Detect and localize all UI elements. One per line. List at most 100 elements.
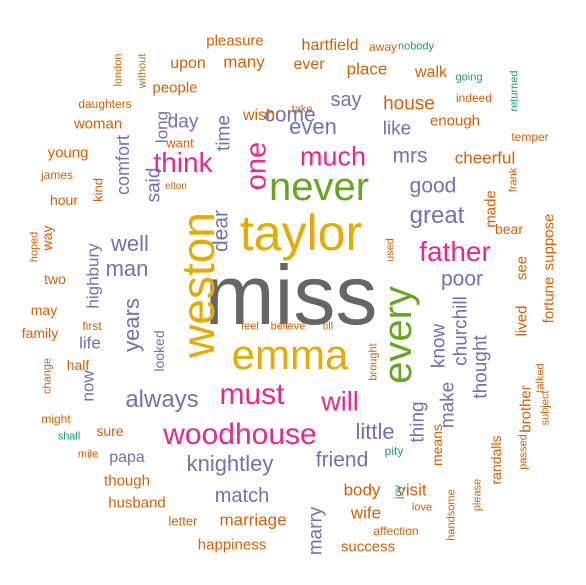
cloud-word: believe bbox=[270, 320, 306, 333]
cloud-word: elton bbox=[165, 181, 187, 192]
cloud-word: father bbox=[419, 236, 491, 267]
cloud-word: family bbox=[21, 325, 59, 341]
cloud-word: please bbox=[471, 478, 484, 512]
cloud-word: body bbox=[343, 480, 381, 500]
cloud-word: going bbox=[455, 71, 483, 84]
cloud-word: know bbox=[428, 323, 450, 369]
cloud-word: wish bbox=[242, 107, 276, 124]
cloud-word: without bbox=[136, 53, 149, 89]
cloud-word: visit bbox=[397, 480, 427, 500]
cloud-word: lived bbox=[513, 305, 531, 337]
cloud-word: now bbox=[78, 370, 98, 402]
cloud-word: well bbox=[111, 231, 149, 256]
cloud-word: success bbox=[340, 538, 396, 556]
cloud-word: come bbox=[264, 103, 316, 127]
cloud-word: used bbox=[384, 238, 397, 262]
cloud-word: indeed bbox=[455, 91, 493, 105]
cloud-word: pleasure bbox=[206, 32, 264, 50]
cloud-word: want bbox=[166, 135, 194, 151]
cloud-word: affection bbox=[373, 524, 419, 538]
cloud-word: walk bbox=[414, 64, 448, 81]
cloud-word: enough bbox=[429, 112, 481, 130]
cloud-word: years bbox=[119, 298, 144, 352]
cloud-word: match bbox=[214, 485, 270, 507]
cloud-word: though bbox=[104, 472, 150, 490]
cloud-word: dear bbox=[209, 209, 233, 253]
cloud-word: nobody bbox=[397, 40, 435, 53]
cloud-word: hoped bbox=[28, 231, 41, 263]
cloud-word: even bbox=[289, 114, 337, 139]
cloud-word: friend bbox=[315, 448, 369, 472]
cloud-word: ever bbox=[293, 56, 325, 73]
cloud-word: london bbox=[112, 53, 125, 87]
cloud-word: place bbox=[346, 59, 388, 79]
cloud-word: means bbox=[429, 423, 445, 467]
cloud-word: bear bbox=[494, 221, 524, 237]
cloud-word: see bbox=[513, 255, 531, 281]
cloud-word: husband bbox=[108, 494, 166, 512]
cloud-word: hour bbox=[49, 192, 79, 208]
cloud-word: say bbox=[330, 89, 362, 111]
cloud-word: returned bbox=[508, 70, 521, 112]
cloud-word: woodhouse bbox=[163, 418, 317, 451]
cloud-word: said bbox=[143, 167, 165, 203]
cloud-word: suppose bbox=[540, 213, 558, 271]
cloud-word: hartfield bbox=[301, 37, 359, 54]
cloud-word: may bbox=[30, 302, 58, 318]
cloud-word: thought bbox=[470, 335, 492, 399]
cloud-word: subject bbox=[539, 390, 552, 426]
cloud-word: marriage bbox=[219, 510, 287, 530]
cloud-word: way bbox=[39, 225, 55, 251]
cloud-word: young bbox=[47, 144, 89, 162]
cloud-word: always bbox=[125, 386, 199, 413]
cloud-word: two bbox=[44, 271, 66, 287]
cloud-word: randalls bbox=[488, 435, 504, 485]
cloud-word: little bbox=[355, 419, 395, 444]
cloud-word: never bbox=[268, 165, 370, 209]
cloud-word: make bbox=[437, 381, 459, 429]
cloud-word: wife bbox=[350, 503, 382, 523]
cloud-word: shall bbox=[57, 430, 81, 443]
cloud-word: james bbox=[40, 168, 74, 182]
cloud-word: time bbox=[213, 115, 235, 151]
cloud-word: looked bbox=[151, 330, 167, 372]
cloud-word: marry bbox=[305, 506, 327, 556]
cloud-word: miss bbox=[204, 248, 378, 342]
cloud-word: great bbox=[409, 202, 465, 229]
cloud-word: mile bbox=[77, 448, 99, 461]
cloud-word: first bbox=[82, 319, 102, 333]
cloud-word: take bbox=[291, 103, 313, 116]
cloud-word: kind bbox=[90, 178, 106, 202]
cloud-word: many bbox=[223, 52, 265, 72]
cloud-word: talked bbox=[534, 363, 547, 393]
cloud-word: highbury bbox=[83, 243, 103, 309]
cloud-word: might bbox=[41, 412, 71, 426]
cloud-word: upon bbox=[170, 55, 206, 72]
cloud-word: mrs bbox=[392, 144, 428, 168]
cloud-word: fortune bbox=[540, 276, 558, 324]
cloud-word: brought bbox=[367, 343, 380, 381]
cloud-word: letter bbox=[168, 513, 198, 529]
cloud-word: knightley bbox=[186, 451, 274, 476]
cloud-word: think bbox=[153, 147, 213, 178]
cloud-word: change bbox=[41, 357, 54, 395]
cloud-word: house bbox=[383, 93, 435, 115]
cloud-word: emma bbox=[231, 331, 349, 378]
cloud-word: must bbox=[219, 378, 285, 411]
cloud-word: life bbox=[79, 333, 101, 353]
cloud-word: will bbox=[321, 386, 359, 417]
cloud-word: taylor bbox=[239, 205, 363, 261]
cloud-word: churchill bbox=[450, 296, 472, 366]
cloud-word: people bbox=[152, 79, 198, 97]
cloud-word: happiness bbox=[197, 536, 267, 554]
cloud-word: pity bbox=[384, 444, 404, 458]
cloud-word: man bbox=[105, 256, 149, 281]
cloud-word: like bbox=[382, 118, 412, 140]
cloud-word: passed bbox=[517, 434, 530, 470]
cloud-word: thing bbox=[407, 401, 429, 443]
cloud-word: every bbox=[376, 286, 420, 384]
cloud-word: frank bbox=[507, 167, 520, 193]
cloud-word: feel bbox=[241, 320, 259, 333]
cloud-word: brother bbox=[517, 385, 535, 433]
